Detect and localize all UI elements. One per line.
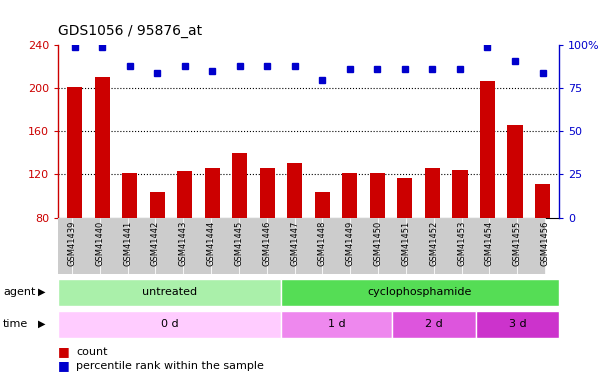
Bar <box>150 192 165 217</box>
Bar <box>205 168 220 217</box>
Text: GSM41439: GSM41439 <box>67 220 76 266</box>
Bar <box>177 171 192 217</box>
Bar <box>72 217 100 274</box>
Bar <box>58 279 280 306</box>
Bar <box>489 217 518 274</box>
Text: GSM41448: GSM41448 <box>318 220 327 266</box>
Text: GSM41454: GSM41454 <box>485 220 494 266</box>
Text: ■: ■ <box>58 345 70 358</box>
Bar <box>378 217 406 274</box>
Bar <box>508 125 522 217</box>
Text: GSM41451: GSM41451 <box>401 220 411 266</box>
Bar <box>518 217 545 274</box>
Text: GSM41447: GSM41447 <box>290 220 299 266</box>
Bar <box>342 173 357 217</box>
Bar <box>315 192 330 217</box>
Bar <box>287 162 302 218</box>
Text: untreated: untreated <box>142 287 197 297</box>
Bar <box>155 217 183 274</box>
Bar <box>267 217 295 274</box>
Bar <box>295 217 323 274</box>
Text: GSM41446: GSM41446 <box>262 220 271 266</box>
Bar <box>67 87 82 218</box>
Bar <box>100 217 128 274</box>
Bar <box>122 173 137 217</box>
Text: GSM41441: GSM41441 <box>123 220 132 266</box>
Bar <box>239 217 267 274</box>
Text: ▶: ▶ <box>38 287 45 297</box>
Text: agent: agent <box>3 287 35 297</box>
Text: GDS1056 / 95876_at: GDS1056 / 95876_at <box>58 24 202 38</box>
Bar <box>434 217 462 274</box>
Text: GSM41450: GSM41450 <box>374 220 382 266</box>
Bar <box>452 170 467 217</box>
Text: GSM41453: GSM41453 <box>457 220 466 266</box>
Text: GSM41449: GSM41449 <box>346 220 355 266</box>
Text: 2 d: 2 d <box>425 319 443 329</box>
Text: ▶: ▶ <box>38 319 45 329</box>
Bar <box>350 217 378 274</box>
Bar <box>128 217 155 274</box>
Text: ■: ■ <box>58 359 70 372</box>
Bar <box>211 217 239 274</box>
Bar <box>323 217 350 274</box>
Text: count: count <box>76 347 108 357</box>
Bar <box>370 173 385 217</box>
Text: GSM41442: GSM41442 <box>151 220 160 266</box>
Bar <box>280 279 559 306</box>
Text: GSM41443: GSM41443 <box>179 220 188 266</box>
Bar <box>406 217 434 274</box>
Bar <box>480 81 495 218</box>
Bar <box>183 217 211 274</box>
Text: cyclophosphamide: cyclophosphamide <box>368 287 472 297</box>
Text: percentile rank within the sample: percentile rank within the sample <box>76 361 264 370</box>
Bar <box>475 310 559 338</box>
Text: 0 d: 0 d <box>161 319 178 329</box>
Bar <box>425 168 440 217</box>
Text: GSM41455: GSM41455 <box>513 220 522 266</box>
Bar <box>535 184 550 218</box>
Text: GSM41456: GSM41456 <box>541 220 550 266</box>
Text: GSM41445: GSM41445 <box>235 220 243 266</box>
Text: 3 d: 3 d <box>508 319 526 329</box>
Bar <box>392 310 475 338</box>
Text: 1 d: 1 d <box>327 319 345 329</box>
Bar <box>95 77 109 218</box>
Text: GSM41444: GSM41444 <box>207 220 216 266</box>
Bar <box>397 178 412 218</box>
Text: GSM41452: GSM41452 <box>430 220 438 266</box>
Bar <box>232 153 247 218</box>
Bar <box>280 310 392 338</box>
Text: time: time <box>3 319 28 329</box>
Bar <box>260 168 275 217</box>
Bar <box>44 217 72 274</box>
Text: GSM41440: GSM41440 <box>95 220 104 266</box>
Bar <box>462 217 489 274</box>
Bar <box>58 310 280 338</box>
